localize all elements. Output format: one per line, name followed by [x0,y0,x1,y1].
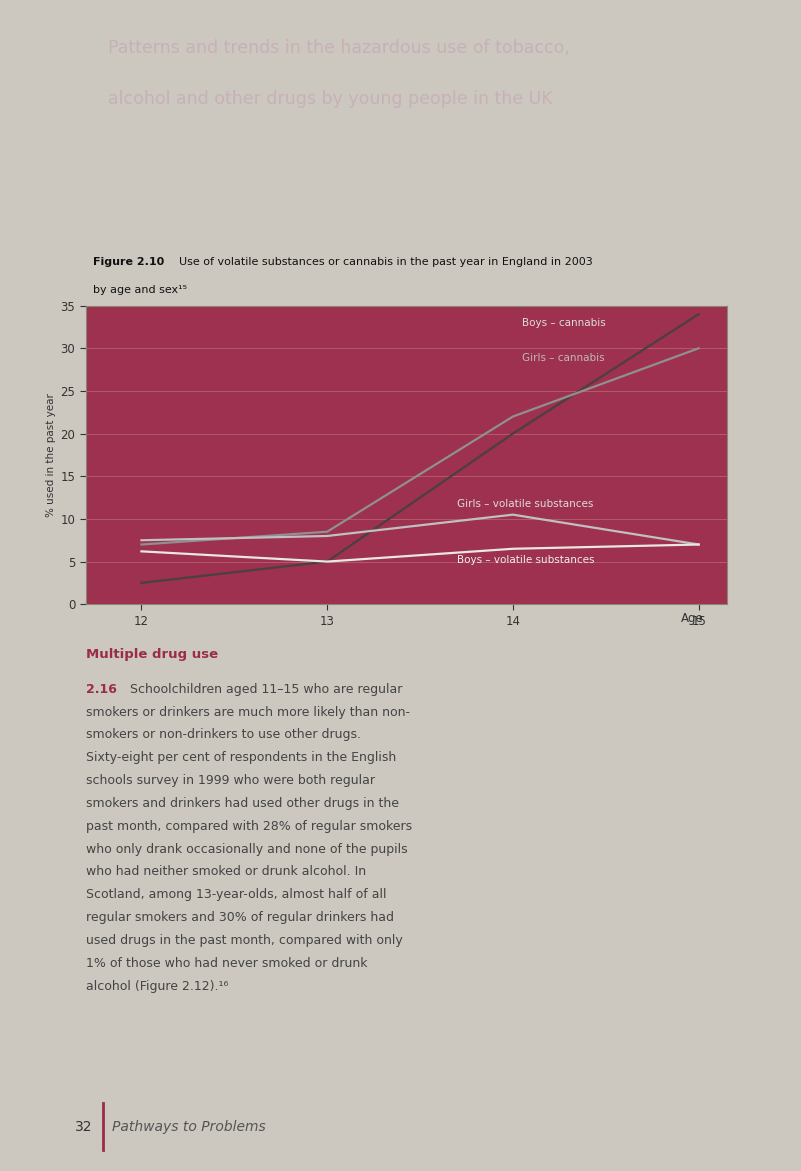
Text: alcohol (Figure 2.12).¹⁶: alcohol (Figure 2.12).¹⁶ [86,979,228,993]
Text: Age: Age [682,612,704,625]
Text: smokers or drinkers are much more likely than non-: smokers or drinkers are much more likely… [86,705,409,719]
Text: who only drank occasionally and none of the pupils: who only drank occasionally and none of … [86,843,408,856]
Text: Multiple drug use: Multiple drug use [86,648,218,660]
Text: Scotland, among 13-year-olds, almost half of all: Scotland, among 13-year-olds, almost hal… [86,889,386,902]
Text: past month, compared with 28% of regular smokers: past month, compared with 28% of regular… [86,820,412,833]
Text: Schoolchildren aged 11–15 who are regular: Schoolchildren aged 11–15 who are regula… [130,683,402,696]
Text: Pathways to Problems: Pathways to Problems [112,1119,266,1134]
Text: who had neither smoked or drunk alcohol. In: who had neither smoked or drunk alcohol.… [86,865,366,878]
Text: regular smokers and 30% of regular drinkers had: regular smokers and 30% of regular drink… [86,911,394,924]
Text: alcohol and other drugs by young people in the UK: alcohol and other drugs by young people … [108,90,553,109]
Text: by age and sex¹⁵: by age and sex¹⁵ [94,286,187,295]
Text: used drugs in the past month, compared with only: used drugs in the past month, compared w… [86,934,402,947]
Text: Boys – volatile substances: Boys – volatile substances [457,555,594,564]
Text: schools survey in 1999 who were both regular: schools survey in 1999 who were both reg… [86,774,375,787]
Text: Patterns and trends in the hazardous use of tobacco,: Patterns and trends in the hazardous use… [108,40,570,57]
Text: smokers and drinkers had used other drugs in the: smokers and drinkers had used other drug… [86,797,399,810]
Text: Figure 2.10: Figure 2.10 [94,258,165,267]
Text: smokers or non-drinkers to use other drugs.: smokers or non-drinkers to use other dru… [86,728,360,741]
Text: Boys – cannabis: Boys – cannabis [522,319,606,328]
Text: Sixty-eight per cent of respondents in the English: Sixty-eight per cent of respondents in t… [86,752,396,765]
Text: Girls – volatile substances: Girls – volatile substances [457,499,594,508]
Text: Use of volatile substances or cannabis in the past year in England in 2003: Use of volatile substances or cannabis i… [179,258,593,267]
Text: 1% of those who had never smoked or drunk: 1% of those who had never smoked or drun… [86,957,367,970]
Y-axis label: % used in the past year: % used in the past year [46,393,56,516]
Text: 2.16: 2.16 [86,683,117,696]
Text: 32: 32 [74,1119,92,1134]
Text: Girls – cannabis: Girls – cannabis [522,352,605,363]
